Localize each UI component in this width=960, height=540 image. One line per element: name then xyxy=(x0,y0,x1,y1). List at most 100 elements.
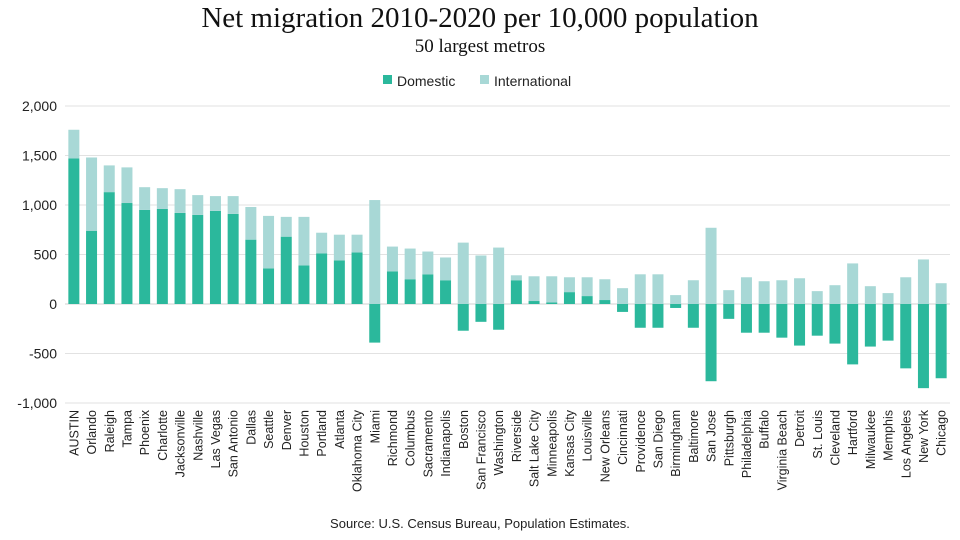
bar-international xyxy=(174,189,186,213)
x-tick-label: Orlando xyxy=(85,410,99,455)
bar-domestic xyxy=(864,304,876,347)
bar-domestic xyxy=(422,274,434,304)
bar-domestic xyxy=(316,253,328,304)
bar-domestic xyxy=(245,239,257,304)
bar-domestic xyxy=(280,236,292,304)
bar-domestic xyxy=(563,292,575,304)
x-tick-label: San Antonio xyxy=(227,410,241,477)
bar-international xyxy=(422,251,434,275)
bar-domestic xyxy=(404,279,416,304)
bar-international xyxy=(68,129,80,159)
y-tick-label: -1,000 xyxy=(17,395,57,411)
bar-international xyxy=(829,285,841,304)
x-tick-label: Portland xyxy=(315,410,329,457)
bar-domestic xyxy=(493,304,505,330)
bar-international xyxy=(86,157,98,231)
bar-domestic xyxy=(192,214,204,304)
bar-international xyxy=(369,200,381,304)
bar-domestic xyxy=(900,304,912,369)
bar-domestic xyxy=(634,304,646,328)
bar-domestic xyxy=(121,203,133,304)
x-tick-label: Riverside xyxy=(510,410,524,462)
x-tick-label: Boston xyxy=(457,410,471,449)
bar-international xyxy=(209,196,221,211)
x-tick-label: St. Louis xyxy=(811,410,825,459)
bar-domestic xyxy=(209,210,221,304)
bar-international xyxy=(475,255,487,304)
x-tick-label: Miami xyxy=(368,410,382,443)
bar-international xyxy=(404,248,416,280)
chart-subtitle: 50 largest metros xyxy=(414,36,546,57)
bar-domestic xyxy=(298,265,310,304)
bar-international xyxy=(440,257,452,281)
bar-international xyxy=(386,246,398,272)
bar-domestic xyxy=(263,268,275,304)
bar-domestic xyxy=(528,301,540,304)
x-tick-label: Washington xyxy=(492,410,506,476)
legend-label-domestic: Domestic xyxy=(397,73,455,89)
x-tick-label: Birmingham xyxy=(669,410,683,477)
bar-domestic xyxy=(670,304,682,308)
x-tick-label: Cleveland xyxy=(828,410,842,466)
x-tick-label: Houston xyxy=(297,410,311,457)
bar-international xyxy=(900,277,912,304)
x-tick-label: Pittsburgh xyxy=(722,410,736,466)
x-tick-label: Memphis xyxy=(882,410,896,461)
bar-domestic xyxy=(475,304,487,322)
x-tick-label: Jacksonville xyxy=(174,410,188,477)
bar-international xyxy=(652,274,664,304)
bar-domestic xyxy=(705,304,717,382)
bar-international xyxy=(351,234,363,253)
bar-international xyxy=(103,165,115,193)
bar-international xyxy=(192,195,204,215)
bar-domestic xyxy=(510,280,522,304)
x-tick-label: Baltimore xyxy=(687,410,701,463)
x-tick-label: Denver xyxy=(280,410,294,450)
bar-domestic xyxy=(351,252,363,304)
bar-international xyxy=(121,167,133,204)
bar-international xyxy=(617,288,629,304)
x-tick-label: Phoenix xyxy=(138,409,152,455)
x-tick-label: San Diego xyxy=(651,410,665,468)
bar-domestic xyxy=(794,304,806,346)
x-tick-label: Seattle xyxy=(262,410,276,449)
bar-international xyxy=(139,187,151,210)
bar-domestic xyxy=(935,304,947,379)
bar-domestic xyxy=(546,302,558,304)
bar-domestic xyxy=(103,192,115,304)
x-tick-label: Hartford xyxy=(846,410,860,455)
bar-domestic xyxy=(776,304,788,338)
x-tick-label: Charlotte xyxy=(156,410,170,461)
bar-domestic xyxy=(333,260,345,304)
bar-domestic xyxy=(581,296,593,304)
bar-domestic xyxy=(457,304,469,331)
y-tick-label: 1,000 xyxy=(22,197,57,213)
bar-international xyxy=(687,280,699,304)
bar-domestic xyxy=(687,304,699,328)
y-tick-label: 1,500 xyxy=(22,148,57,164)
bar-domestic xyxy=(723,304,735,319)
bar-domestic xyxy=(652,304,664,328)
bar-international xyxy=(263,215,275,269)
bar-international xyxy=(634,274,646,304)
x-tick-label: Sacramento xyxy=(421,410,435,477)
bar-international xyxy=(723,290,735,304)
x-tick-label: Philadelphia xyxy=(740,410,754,478)
bar-international xyxy=(280,216,292,237)
bar-international xyxy=(316,232,328,254)
x-tick-label: Nashville xyxy=(191,410,205,461)
chart-title: Net migration 2010-2020 per 10,000 popul… xyxy=(201,2,759,34)
x-tick-label: Kansas City xyxy=(563,409,577,476)
bar-international xyxy=(935,283,947,304)
x-tick-label: Virginia Beach xyxy=(775,410,789,490)
bar-international xyxy=(758,281,770,304)
bar-domestic xyxy=(139,209,151,304)
y-tick-label: 0 xyxy=(49,296,57,312)
bar-domestic xyxy=(882,304,894,341)
x-tick-label: Buffalo xyxy=(758,410,772,449)
bar-international xyxy=(333,234,345,261)
bar-domestic xyxy=(829,304,841,344)
bar-domestic xyxy=(227,213,239,304)
bar-domestic xyxy=(386,271,398,304)
